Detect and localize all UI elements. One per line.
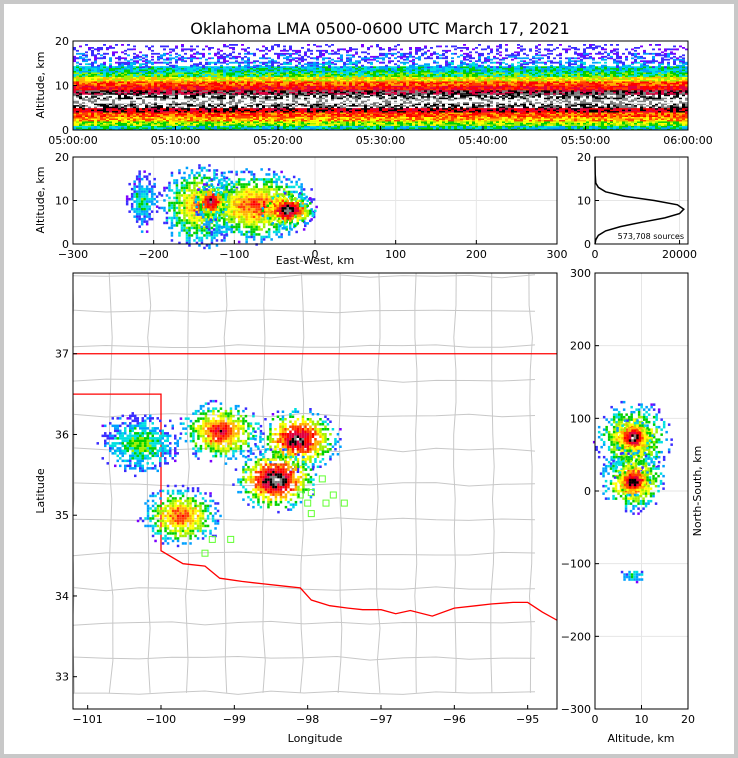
map-frame (72, 272, 558, 710)
figure-title: Oklahoma LMA 0500-0600 UTC March 17, 202… (190, 19, 569, 38)
map-tick-label-x: −100 (146, 713, 176, 726)
county-lines (73, 273, 536, 695)
lma-figure-svg: Oklahoma LMA 0500-0600 UTC March 17, 202… (34, 19, 713, 745)
lma-station-3 (329, 491, 337, 499)
lma-station-1 (296, 491, 304, 499)
lma-station-7 (307, 510, 315, 518)
ew-alt-tick-label-x: −300 (58, 248, 88, 261)
alt-ns-density (592, 400, 673, 584)
time-height-tick-label-y: 20 (55, 35, 69, 48)
map-tick-label-y: 37 (55, 348, 69, 361)
alt-hist-tick-label-x: 0 (592, 248, 599, 261)
time-height-tick-label-x: 05:20:00 (253, 134, 302, 147)
time-height-tick-label-x: 06:00:00 (663, 134, 712, 147)
map-tick-label-x: −101 (73, 713, 103, 726)
time-height-tick-label-x: 05:40:00 (458, 134, 507, 147)
time-height-tick-label-x: 05:00:00 (48, 134, 97, 147)
map-tick-label-x: −96 (443, 713, 466, 726)
ew-alt-tick-label-y: 10 (55, 195, 69, 208)
alt-ns-cell-4 (620, 570, 644, 584)
lma-station-0 (318, 475, 326, 483)
alt-hist-tick-label-y: 20 (577, 151, 591, 164)
alt-ns-tick-label-y: 100 (570, 412, 591, 425)
alt-ns-cell-2 (616, 419, 654, 455)
map-tick-label-y: 33 (55, 671, 69, 684)
alt-ns-tick-label-y: 300 (570, 267, 591, 280)
ew-alt-density (125, 164, 318, 250)
ew-alt-tick-label-x: 200 (466, 248, 487, 261)
time-height-tick-label-y: 0 (62, 124, 69, 137)
ew-alt-xlabel: East-West, km (276, 254, 354, 267)
storm-density (96, 399, 342, 548)
time-height-density (73, 44, 688, 131)
storm-cell-3 (254, 408, 342, 473)
storm-cell-0 (96, 412, 182, 478)
time-height-tick-label-x: 05:50:00 (561, 134, 610, 147)
ew-alt-tick-label-y: 20 (55, 151, 69, 164)
map-tick-label-y: 35 (55, 509, 69, 522)
oklahoma-border (73, 393, 557, 621)
ew-alt-tick-label-x: −100 (219, 248, 249, 261)
ew-alt-tick-label-x: 300 (547, 248, 568, 261)
alt-ns-tick-label-y: 0 (584, 485, 591, 498)
map-tick-label-x: −97 (369, 713, 392, 726)
lma-figure: Oklahoma LMA 0500-0600 UTC March 17, 202… (4, 4, 734, 754)
lma-station-9 (227, 535, 235, 543)
ew-alt-tick-label-x: −200 (139, 248, 169, 261)
time-height-ylabel: Altitude, km (34, 51, 47, 118)
ew-alt-cell-4 (261, 192, 317, 230)
lma-station-10 (201, 549, 209, 557)
alt-ns-tick-label-x: 0 (592, 713, 599, 726)
ew-alt-ylabel: Altitude, km (34, 166, 47, 233)
ew-alt-cell-3 (194, 183, 227, 221)
alt-ns-tick-label-y: −200 (561, 630, 591, 643)
time-height-tick-label-x: 05:30:00 (356, 134, 405, 147)
storm-cell-2 (136, 484, 222, 548)
storm-cell-1 (179, 399, 265, 465)
alt-hist-tick-label-y: 10 (577, 195, 591, 208)
ew-alt-cell-0 (125, 170, 161, 233)
ew-alt-tick-label-x: 100 (385, 248, 406, 261)
map-xlabel: Longitude (288, 732, 343, 745)
map-ylabel: Latitude (34, 468, 47, 514)
storm-cell-4 (232, 448, 318, 514)
alt-ns-tick-label-y: 200 (570, 340, 591, 353)
map-tick-label-x: −98 (296, 713, 319, 726)
lma-station-5 (322, 499, 330, 507)
alt-ns-tick-label-x: 20 (681, 713, 695, 726)
ew-alt-frame (72, 156, 558, 245)
alt-hist-profile-line (594, 156, 685, 245)
alt-ns-xlabel: Altitude, km (607, 732, 674, 745)
alt-hist-tick-label-x: 20000 (662, 248, 697, 261)
map-tick-label-x: −95 (516, 713, 539, 726)
ew-alt-tick-label-x: 0 (312, 248, 319, 261)
alt-ns-cell-3 (613, 466, 652, 497)
lma-station-8 (208, 535, 216, 543)
time-height-tick-label-x: 05:10:00 (151, 134, 200, 147)
lma-station-4 (304, 499, 312, 507)
alt-hist-source-count: 573,708 sources (618, 232, 684, 241)
time-height-tick-label-y: 10 (55, 80, 69, 93)
alt-ns-ylabel: North-South, km (691, 446, 704, 537)
alt-hist-frame (594, 156, 689, 245)
map-tick-label-y: 36 (55, 428, 69, 441)
alt-ns-frame (594, 272, 689, 710)
lma-station-6 (340, 499, 348, 507)
map-tick-label-y: 34 (55, 590, 69, 603)
map-layers (73, 273, 557, 695)
map-tick-label-x: −99 (223, 713, 246, 726)
alt-ns-tick-label-y: −300 (561, 703, 591, 716)
alt-ns-tick-label-x: 10 (635, 713, 649, 726)
lma-station-2 (307, 489, 315, 497)
alt-hist-tick-label-y: 0 (584, 238, 591, 251)
alt-ns-tick-label-y: −100 (561, 558, 591, 571)
ew-alt-tick-label-y: 0 (62, 238, 69, 251)
